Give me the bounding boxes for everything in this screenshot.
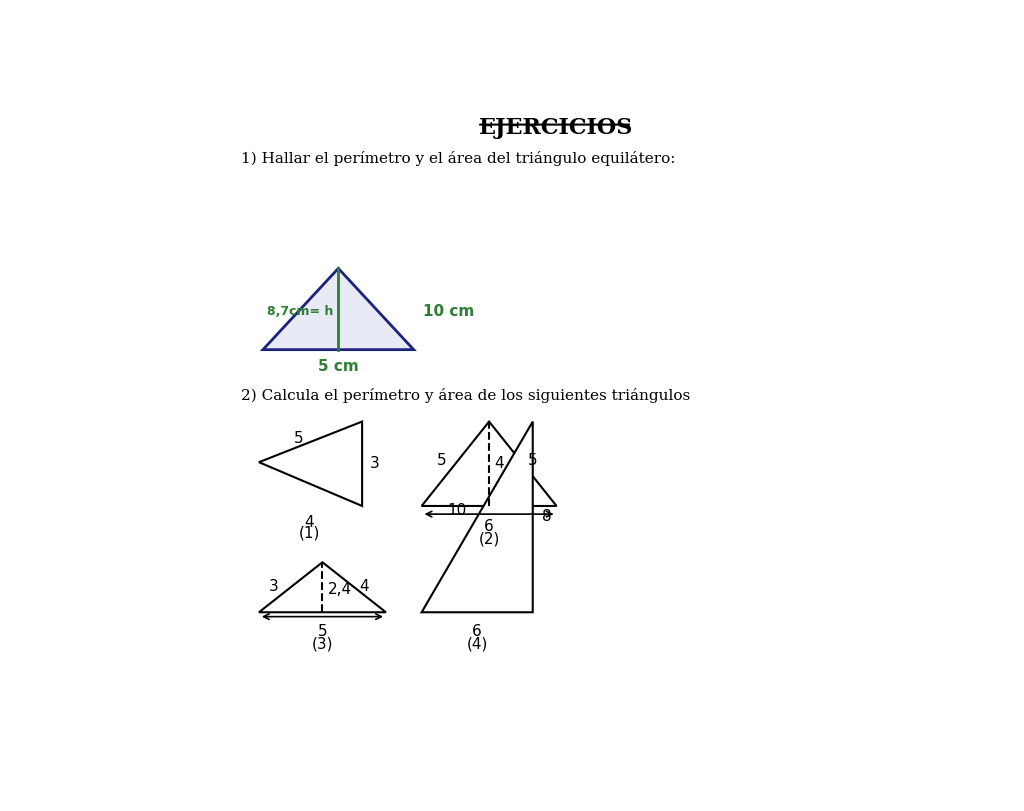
Text: 8,7cm= h: 8,7cm= h <box>267 304 333 317</box>
Text: (1): (1) <box>298 525 319 540</box>
Text: 10 cm: 10 cm <box>423 303 474 319</box>
Polygon shape <box>263 269 414 350</box>
Text: (3): (3) <box>311 636 333 650</box>
Text: 6: 6 <box>472 623 482 638</box>
Text: (2): (2) <box>478 531 500 547</box>
Text: 1) Hallar el perímetro y el área del triángulo equilátero:: 1) Hallar el perímetro y el área del tri… <box>242 150 676 165</box>
Text: 6: 6 <box>484 519 494 534</box>
Text: 5: 5 <box>436 452 446 467</box>
Polygon shape <box>259 422 362 506</box>
Text: 2,4: 2,4 <box>328 581 352 596</box>
Text: 4: 4 <box>495 455 504 470</box>
Polygon shape <box>259 563 386 612</box>
Text: 5: 5 <box>294 430 303 445</box>
Text: 2) Calcula el perímetro y área de los siguientes triángulos: 2) Calcula el perímetro y área de los si… <box>242 388 691 403</box>
Text: 4: 4 <box>304 514 313 530</box>
Polygon shape <box>422 422 532 612</box>
Text: 5: 5 <box>528 452 538 467</box>
Text: 10: 10 <box>447 502 467 517</box>
Text: 8: 8 <box>543 508 552 523</box>
Text: (4): (4) <box>467 636 487 650</box>
Text: 4: 4 <box>359 578 370 593</box>
Polygon shape <box>422 422 557 506</box>
Text: 3: 3 <box>370 455 380 470</box>
Text: 5: 5 <box>317 623 328 638</box>
Text: 3: 3 <box>268 578 279 593</box>
Text: EJERCICIOS: EJERCICIOS <box>479 118 634 139</box>
Text: 5 cm: 5 cm <box>317 358 358 373</box>
